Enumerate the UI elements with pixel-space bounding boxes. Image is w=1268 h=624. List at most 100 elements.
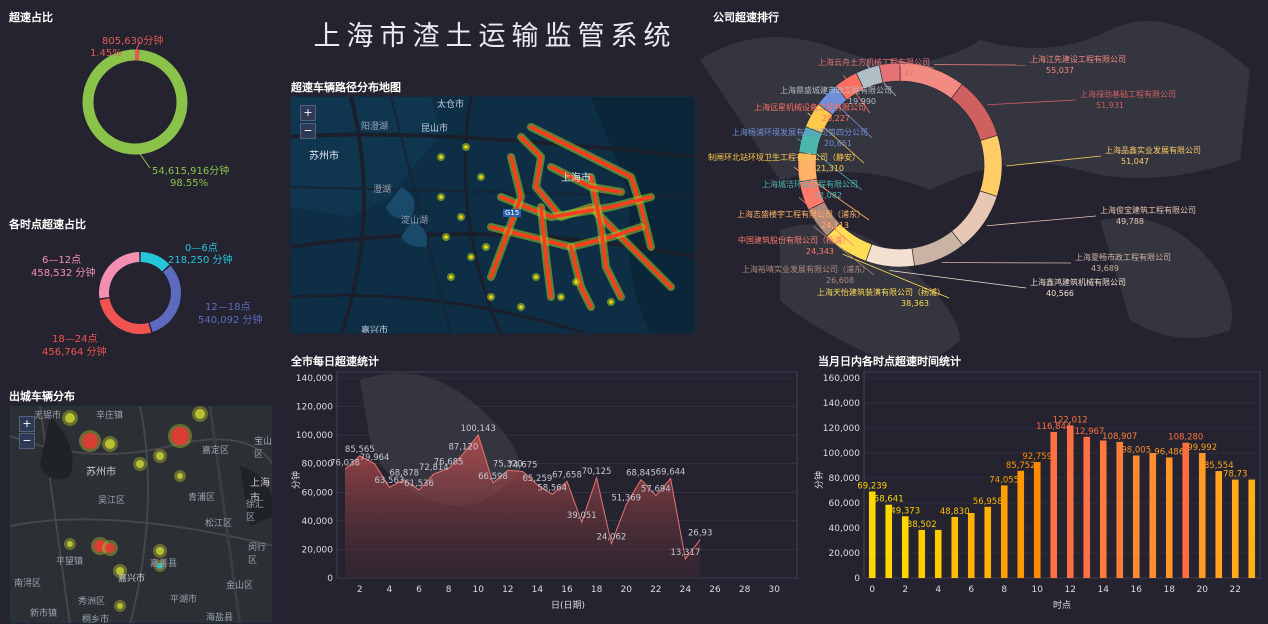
hourly-overspeed-chart: 分钟 时点 0 20,000 40,000 60,000 80,000 100,000 12… (813, 371, 1261, 611)
map-label: 徐汇区 (246, 500, 265, 523)
period-0-6-label: 0—6点 (185, 242, 218, 254)
route-heat-core (439, 155, 443, 159)
company-name-label: 上海禄劲基础工程有限公司 (1080, 89, 1176, 99)
exit-map-zoom-out-button[interactable]: − (19, 433, 35, 449)
map-label: 秀洲区 (78, 597, 106, 607)
hourly-x-tick: 18 (1164, 585, 1176, 595)
company-name-label: 上海裕晴实业发展有限公司（浦东） (742, 264, 870, 274)
company-label-line (889, 270, 1027, 289)
hourly-bar (885, 504, 893, 578)
company-label-line (798, 197, 855, 247)
daily-data-label: 75,320 (493, 459, 523, 469)
hourly-data-label: 78,73 (1223, 470, 1247, 480)
exit-map-title: 出城车辆分布 (9, 390, 75, 403)
hourly-data-label: 38,502 (907, 520, 937, 530)
hourly-y-tick: 40,000 (829, 524, 861, 534)
hourly-x-tick: 8 (1001, 585, 1007, 595)
company-name-label: 上海鼎盛城建市政工程有限公司 (780, 85, 892, 95)
overspeed-pct: 1.45% (90, 48, 122, 59)
route-heat-core (479, 175, 483, 179)
hourly-bar (1050, 431, 1058, 578)
exit-heat-spot (67, 541, 73, 547)
exit-heat-spot (117, 603, 123, 609)
daily-data-label: 66,598 (478, 472, 508, 482)
daily-x-tick: 30 (768, 585, 780, 595)
company-name-label: 上海云舟土方机械工程有限公司 (818, 57, 930, 67)
page-title: 上海市渣土运输监管系统 (313, 21, 677, 52)
hourly-data-label: 48,830 (940, 507, 970, 517)
daily-x-tick: 28 (739, 585, 751, 595)
route-map-title: 超速车辆路径分布地图 (291, 81, 401, 94)
company-slice (950, 83, 998, 141)
hourly-bar (1215, 471, 1223, 578)
company-label-line (842, 253, 950, 299)
company-value-label: 17,147 (886, 69, 914, 78)
daily-x-tick: 18 (591, 585, 603, 595)
overspeed-slice (82, 49, 188, 155)
map-label: G15 (503, 209, 522, 217)
daily-x-tick: 2 (357, 585, 363, 595)
map-label: 嘉兴市 (361, 326, 389, 334)
exit-map-zoom-in-button[interactable]: + (19, 416, 35, 432)
map-label: 无锡市 (34, 411, 62, 421)
route-heat-line (589, 175, 623, 299)
route-distribution-map[interactable]: 太仓市 阳澄湖 昆山市 苏州市 澄湖 淀山湖 上海市 G15 嘉兴市 + − (290, 96, 695, 334)
company-rank-title: 公司超速排行 (713, 11, 779, 24)
route-heat-core (574, 280, 578, 284)
route-map-zoom-out-button[interactable]: − (300, 123, 316, 139)
company-label-line (797, 137, 863, 191)
hourly-data-label: 108,280 (1168, 433, 1203, 443)
daily-y-tick: 40,000 (302, 517, 334, 527)
period-12-18-label: 12—18点 (205, 301, 250, 313)
hourly-data-label: 116,844 (1036, 422, 1071, 432)
hourly-bar (918, 529, 926, 578)
map-label: 澄湖 (373, 185, 392, 195)
company-name-label: 中国建筑股份有限公司（杨浦） (738, 235, 850, 245)
hourly-bar (868, 491, 876, 578)
daily-x-tick: 24 (680, 585, 692, 595)
route-heat-core (439, 195, 443, 199)
exit-heat-spot (195, 409, 205, 419)
daily-data-label: 85,565 (345, 445, 375, 455)
exit-heat-spot (65, 413, 75, 423)
normal-slice (82, 49, 188, 155)
company-name-label: 上海俊宝建筑工程有限公司 (1100, 205, 1196, 215)
map-label: 上海市 (561, 173, 591, 184)
hourly-bar (1099, 440, 1107, 578)
daily-overspeed-chart: 分钟 日(日期) 0 20,000 40,000 60,000 80,000 100,00… (290, 371, 798, 611)
map-label: 上海市 (250, 478, 270, 504)
exit-heat-spot (94, 540, 106, 552)
map-label: 松江区 (205, 519, 233, 529)
company-label-line (889, 59, 935, 69)
hourly-bar (1198, 453, 1206, 578)
company-value-label: 26,608 (826, 276, 854, 285)
hourly-bar (1000, 485, 1008, 578)
period-slice (99, 298, 152, 334)
daily-data-label: 76,038 (330, 458, 360, 468)
map-label: 金山区 (226, 581, 254, 591)
company-value-label: 24,343 (806, 247, 834, 256)
exit-heat-spot (105, 543, 115, 553)
route-heat-line (539, 205, 553, 299)
hourly-x-tick: 16 (1131, 585, 1143, 595)
company-name-label: 上海鑫鸿建筑机械有限公司 (1030, 277, 1126, 287)
hourly-data-label: 112,967 (1069, 427, 1104, 437)
route-map-zoom-in-button[interactable]: + (300, 105, 316, 121)
hourly-data-label: 49,373 (890, 506, 920, 516)
daily-x-tick: 26 (709, 585, 721, 595)
daily-x-tick: 6 (416, 585, 422, 595)
exit-heat-spot (157, 563, 163, 569)
company-label-line (807, 112, 865, 164)
daily-area (345, 434, 701, 578)
hourly-data-label: 85,752 (1006, 461, 1036, 471)
daily-y-tick: 20,000 (302, 545, 334, 555)
daily-x-tick: 16 (561, 585, 573, 595)
hourly-x-tick: 22 (1230, 585, 1241, 595)
daily-data-label: 74,675 (508, 460, 538, 470)
overspeed-ratio-chart: 805,630分钟 1.45% 54,615,916分钟 98.55% (82, 34, 229, 189)
period-18-24-label: 18—24点 (52, 333, 97, 345)
map-label: 苏州市 (309, 151, 339, 162)
hourly-x-tick: 6 (968, 585, 974, 595)
exit-vehicle-map[interactable]: 无锡市 辛庄镇 苏州市 吴江区 嘉定区 宝山区 上海市 青浦区 松江区 嘉兴市 … (9, 405, 273, 624)
normal-pct: 98.55% (170, 178, 208, 189)
